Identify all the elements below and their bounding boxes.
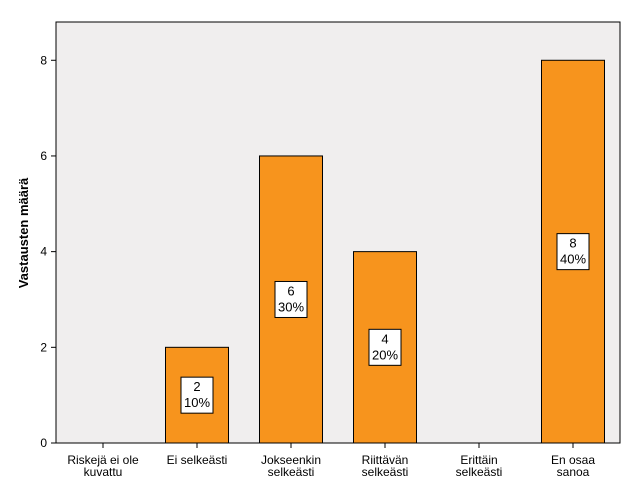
y-tick-label: 8: [40, 53, 47, 67]
plot-area: [55, 21, 621, 444]
y-tick-label: 6: [40, 149, 47, 163]
y-tick-label: 0: [40, 436, 47, 450]
data-label-value: 6: [287, 283, 294, 298]
data-label-value: 4: [381, 331, 388, 346]
bars: 210% 630% 420% 840%: [165, 59, 605, 444]
y-axis-title: Vastausten määrä: [16, 177, 31, 288]
x-tick-label: En osaa sanoa: [551, 453, 595, 479]
x-axis: Riskejä ei ole kuvattu Ei selkeästi Jokseen…: [67, 443, 595, 479]
data-label-box: [556, 233, 590, 271]
y-tick-label: 4: [40, 245, 47, 259]
data-label-box: [274, 280, 308, 318]
x-tick-label: Riittävän selkeästi: [362, 453, 409, 479]
x-tick-label: Ei selkeästi: [167, 453, 228, 467]
x-tick-label: Erittäin selkeästi: [456, 453, 503, 479]
data-label-box: [180, 376, 214, 414]
data-label-percent: 10%: [184, 395, 210, 410]
data-label-percent: 40%: [560, 252, 586, 267]
data-label-value: 8: [569, 236, 576, 251]
data-label-percent: 30%: [278, 299, 304, 314]
y-axis: 0 2 4 6 8: [40, 53, 56, 450]
data-label-box: [368, 328, 402, 366]
x-tick-label: Riskejä ei ole kuvattu: [67, 453, 139, 479]
data-label-value: 2: [193, 379, 200, 394]
data-label-percent: 20%: [372, 347, 398, 362]
y-tick-label: 2: [40, 340, 47, 354]
x-tick-label: Jokseenkin selkeästi: [261, 453, 321, 479]
